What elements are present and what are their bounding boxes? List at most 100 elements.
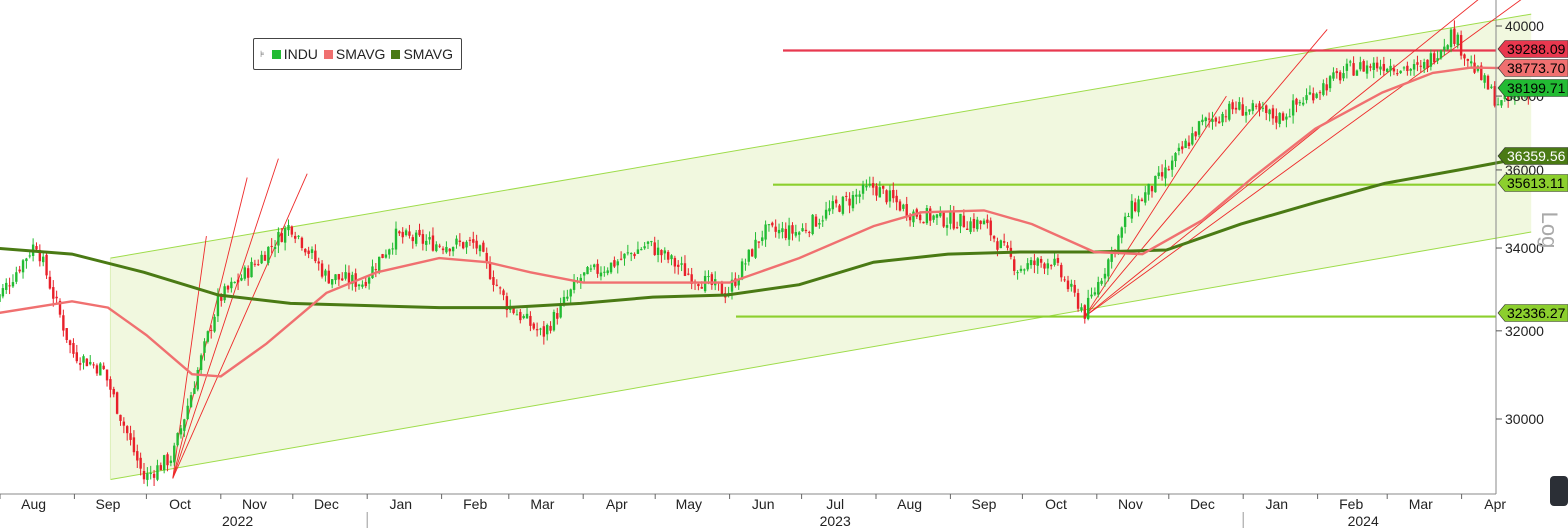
candle-body bbox=[62, 315, 65, 331]
candle-body bbox=[680, 263, 683, 265]
legend[interactable]: ⊧ INDU SMAVG SMAVG bbox=[253, 38, 462, 70]
x-month-label: Jan bbox=[1266, 496, 1289, 512]
candle-body bbox=[1164, 167, 1167, 179]
candle-body bbox=[468, 239, 472, 241]
candle-body bbox=[1140, 199, 1144, 202]
candle-body bbox=[226, 285, 230, 290]
candle-body bbox=[855, 194, 858, 197]
candle-body bbox=[744, 263, 747, 265]
candle-body bbox=[979, 220, 982, 224]
candle-body bbox=[650, 241, 653, 243]
candle-body bbox=[670, 255, 673, 260]
candle-body bbox=[337, 274, 341, 280]
candle-body bbox=[1244, 111, 1248, 116]
legend-item-smavg-long[interactable]: SMAVG bbox=[391, 46, 453, 62]
candle-body bbox=[505, 296, 509, 311]
last-value-labels: 39288.09 38773.70 38199.71 36359.56 35613.11… bbox=[1497, 40, 1568, 322]
candlesticks bbox=[0, 20, 1530, 487]
candle-body bbox=[636, 249, 640, 254]
x-month-label: Feb bbox=[1339, 496, 1363, 512]
candle-body bbox=[82, 356, 85, 363]
candle-body bbox=[1197, 121, 1201, 135]
candle-body bbox=[1046, 263, 1050, 269]
candle-body bbox=[1231, 102, 1234, 110]
candle-body bbox=[1086, 297, 1090, 320]
candle-body bbox=[781, 228, 784, 233]
candle-body bbox=[1224, 116, 1228, 118]
value-flag-text: 35613.11 bbox=[1507, 175, 1565, 191]
candle-body bbox=[626, 252, 630, 254]
candle-body bbox=[1365, 65, 1369, 74]
candle-body bbox=[885, 190, 888, 203]
candle-body bbox=[126, 426, 129, 434]
x-month-label: Mar bbox=[1409, 496, 1433, 512]
candle-body bbox=[1436, 58, 1439, 61]
candle-body bbox=[1026, 263, 1029, 270]
candle-body bbox=[1167, 169, 1170, 171]
last-value-label: 38773.70 bbox=[1497, 59, 1568, 77]
candle-body bbox=[236, 279, 240, 283]
candle-body bbox=[1399, 70, 1402, 74]
candle-body bbox=[257, 264, 260, 266]
candle-body bbox=[922, 221, 925, 224]
candle-body bbox=[1016, 272, 1019, 274]
candle-body bbox=[1332, 72, 1335, 79]
fan-line bbox=[1084, 29, 1328, 317]
candle-body bbox=[95, 365, 99, 374]
candle-body bbox=[865, 185, 868, 188]
candle-body bbox=[290, 226, 294, 235]
candle-body bbox=[1184, 140, 1187, 149]
candle-body bbox=[307, 250, 310, 254]
candle-body bbox=[720, 281, 724, 295]
candle-body bbox=[102, 365, 105, 370]
candle-body bbox=[861, 184, 865, 194]
candle-body bbox=[1073, 284, 1076, 293]
candle-body bbox=[895, 195, 898, 203]
candle-body bbox=[767, 224, 771, 226]
candle-body bbox=[1483, 75, 1486, 83]
candle-body bbox=[394, 228, 398, 250]
candle-body bbox=[1107, 259, 1110, 277]
candle-body bbox=[1325, 84, 1328, 91]
candle-body bbox=[472, 239, 475, 243]
candle-body bbox=[529, 315, 532, 326]
candle-body bbox=[445, 246, 448, 253]
candle-body bbox=[68, 340, 72, 346]
candle-body bbox=[791, 225, 794, 234]
candle-body bbox=[737, 279, 740, 286]
candle-body bbox=[1305, 95, 1308, 101]
candle-body bbox=[875, 186, 878, 196]
candle-body bbox=[1386, 68, 1389, 72]
candle-body bbox=[203, 341, 206, 353]
x-month-label: Jun bbox=[752, 496, 775, 512]
candle-body bbox=[1338, 72, 1342, 81]
candle-body bbox=[808, 231, 811, 233]
candle-body bbox=[156, 465, 159, 480]
candle-body bbox=[1019, 268, 1023, 271]
candle-body bbox=[1097, 281, 1100, 295]
candle-body bbox=[502, 290, 505, 296]
legend-item-indu[interactable]: INDU bbox=[271, 46, 318, 62]
candle-body bbox=[1328, 76, 1332, 89]
candle-body bbox=[912, 211, 915, 223]
candle-body bbox=[448, 248, 451, 252]
candle-body bbox=[250, 261, 253, 278]
y-tick-label: 30000 bbox=[1505, 411, 1544, 427]
candle-body bbox=[347, 272, 351, 284]
candle-body bbox=[945, 225, 949, 228]
candle-body bbox=[609, 262, 613, 273]
candle-body bbox=[1396, 73, 1399, 75]
legend-grip-icon[interactable]: ⊧ bbox=[260, 48, 265, 59]
x-month-label: Dec bbox=[314, 496, 339, 512]
candle-body bbox=[1033, 260, 1036, 266]
candle-body bbox=[1117, 235, 1120, 250]
sma-short-line bbox=[0, 66, 1532, 378]
legend-item-smavg-short[interactable]: SMAVG bbox=[323, 46, 385, 62]
candle-body bbox=[821, 220, 824, 222]
x-month-label: Sep bbox=[972, 496, 997, 512]
candle-body bbox=[1258, 103, 1261, 111]
candle-body bbox=[99, 363, 102, 376]
candle-body bbox=[1181, 146, 1184, 150]
candle-body bbox=[1002, 241, 1006, 243]
